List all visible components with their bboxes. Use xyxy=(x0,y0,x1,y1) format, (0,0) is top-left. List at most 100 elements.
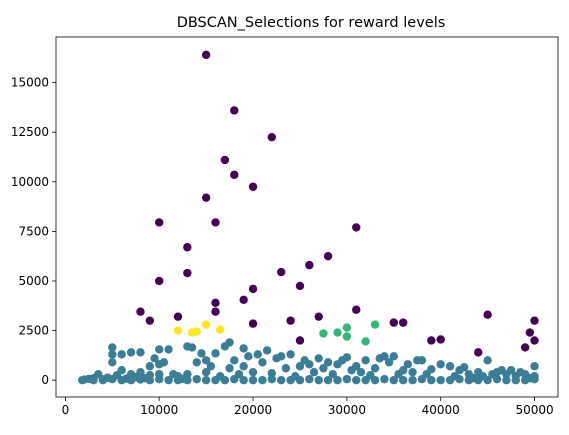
data-point-main xyxy=(201,356,211,365)
data-point-main xyxy=(530,374,539,384)
y-tick-label: 12500 xyxy=(11,125,49,139)
data-point-main xyxy=(398,375,408,385)
data-point-noise xyxy=(267,132,277,142)
data-point-noise xyxy=(525,328,535,337)
data-point-noise xyxy=(389,318,398,327)
data-point-main xyxy=(192,374,201,384)
data-point-main xyxy=(126,375,136,385)
data-point-main xyxy=(417,356,427,365)
data-point-main xyxy=(136,368,145,377)
data-point-noise xyxy=(352,223,361,232)
data-point-main xyxy=(239,362,248,371)
data-point-main xyxy=(267,374,277,384)
data-point-main xyxy=(192,358,201,367)
data-point-noise xyxy=(239,295,248,305)
y-tick-label: 10000 xyxy=(11,175,49,189)
data-point-main xyxy=(201,375,211,385)
data-point-main xyxy=(323,358,333,367)
data-point-noise xyxy=(436,335,445,344)
data-point-main xyxy=(459,363,469,372)
data-point-noise xyxy=(211,218,220,227)
data-point-main xyxy=(248,375,258,385)
data-point-main xyxy=(277,352,286,361)
data-point-main xyxy=(108,374,117,384)
data-point-main xyxy=(417,374,427,384)
data-point-main xyxy=(117,350,126,359)
data-point-main xyxy=(262,346,272,355)
data-point-noise xyxy=(305,260,314,270)
data-point-main xyxy=(314,354,323,363)
y-tick-label: 15000 xyxy=(11,76,49,90)
data-point-main xyxy=(455,374,464,384)
data-point-main xyxy=(183,369,192,379)
data-point-main xyxy=(286,350,295,359)
data-point-noise xyxy=(295,281,305,291)
x-tick-label: 50000 xyxy=(515,403,553,417)
data-point-main xyxy=(352,375,361,385)
data-point-main xyxy=(342,374,352,384)
data-point-noise xyxy=(155,218,164,227)
data-point-main xyxy=(230,356,239,365)
data-point-main xyxy=(427,365,436,374)
data-point-main xyxy=(361,375,370,385)
data-point-noise xyxy=(277,267,286,277)
data-point-main xyxy=(197,349,206,358)
data-point-noise xyxy=(398,318,408,327)
data-point-main xyxy=(408,368,417,377)
data-point-main xyxy=(155,374,164,384)
data-point-main xyxy=(145,375,155,385)
data-point-main xyxy=(244,352,253,361)
data-point-main xyxy=(89,375,98,385)
data-point-main xyxy=(150,354,159,363)
data-point-main xyxy=(511,375,520,385)
y-tick-label: 0 xyxy=(41,373,49,387)
data-point-main xyxy=(492,374,502,384)
data-point-main xyxy=(98,375,108,385)
data-point-main xyxy=(427,375,436,385)
data-point-main xyxy=(370,364,380,373)
data-point-noise xyxy=(323,251,333,261)
data-point-noise xyxy=(211,307,220,316)
data-point-noise xyxy=(230,170,239,180)
data-point-main xyxy=(187,343,197,352)
data-point-main xyxy=(530,362,539,371)
data-point-noise xyxy=(155,276,164,286)
data-point-main xyxy=(117,375,126,385)
data-point-main xyxy=(506,366,516,375)
x-tick-label: 40000 xyxy=(422,403,460,417)
data-point-main xyxy=(258,358,267,367)
data-point-noise xyxy=(136,307,145,316)
data-point-main xyxy=(211,375,220,385)
data-point-main xyxy=(305,360,314,369)
data-point-main xyxy=(384,358,394,367)
data-point-main xyxy=(464,375,474,385)
data-point-main xyxy=(483,356,492,365)
x-tick-label: 30000 xyxy=(328,403,366,417)
data-point-main xyxy=(408,375,417,385)
data-point-noise xyxy=(286,316,295,325)
data-point-main xyxy=(502,375,511,385)
data-point-main xyxy=(380,352,389,361)
data-point-main xyxy=(333,375,342,385)
data-point-main xyxy=(136,375,145,384)
data-point-cluster_a xyxy=(319,329,328,338)
data-point-main xyxy=(520,375,530,385)
data-point-main xyxy=(483,375,492,385)
data-point-noise xyxy=(248,284,258,294)
data-point-main xyxy=(277,375,286,385)
data-point-main xyxy=(328,369,337,379)
data-point-noise xyxy=(145,316,155,325)
data-point-main xyxy=(230,374,239,384)
data-point-cluster_a xyxy=(361,337,370,346)
data-point-main xyxy=(164,375,173,385)
data-point-cluster_b xyxy=(216,325,225,334)
data-point-noise xyxy=(427,336,436,345)
data-point-noise xyxy=(520,343,530,352)
data-point-main xyxy=(380,374,389,384)
data-point-main xyxy=(258,375,267,385)
x-tick-label: 0 xyxy=(62,403,70,417)
x-tick-label: 20000 xyxy=(234,403,272,417)
data-point-noise xyxy=(295,336,305,345)
data-point-main xyxy=(356,368,366,377)
data-point-main xyxy=(248,368,258,377)
